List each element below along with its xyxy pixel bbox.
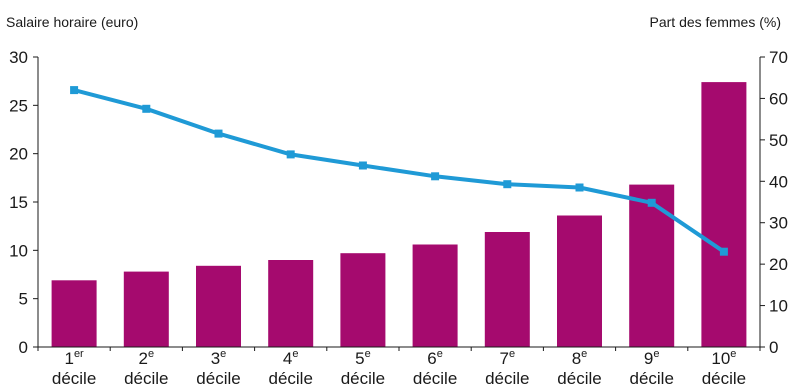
line-point-8 — [575, 183, 584, 192]
category-label-8: 8e — [572, 348, 588, 368]
labels-layer: 0510152025300102030405060701erdécile2edé… — [9, 48, 788, 385]
left-tick-label: 20 — [9, 145, 28, 164]
category-word-5: décile — [341, 369, 385, 385]
category-label-1: 1er — [64, 348, 84, 368]
right-tick-label: 20 — [769, 255, 788, 274]
category-word-3: décile — [196, 369, 240, 385]
right-tick-label: 70 — [769, 48, 788, 67]
bar-7 — [484, 232, 530, 347]
line-point-9 — [647, 198, 656, 207]
category-word-1: décile — [52, 369, 96, 385]
category-label-6: 6e — [427, 348, 443, 368]
left-tick-label: 25 — [9, 96, 28, 115]
line-point-4 — [286, 150, 295, 159]
line-point-3 — [214, 129, 223, 138]
left-tick-label: 5 — [19, 290, 28, 309]
category-word-9: décile — [629, 369, 673, 385]
left-tick-label: 10 — [9, 241, 28, 260]
left-tick-label: 30 — [9, 48, 28, 67]
right-tick-label: 10 — [769, 297, 788, 316]
bar-9 — [629, 184, 675, 347]
left-tick-label: 0 — [19, 338, 28, 357]
category-label-9: 9e — [644, 348, 660, 368]
category-label-2: 2e — [139, 348, 155, 368]
right-tick-label: 0 — [769, 338, 778, 357]
category-label-10: 10e — [711, 348, 736, 368]
line-point-5 — [358, 161, 367, 170]
line-point-1 — [70, 86, 79, 95]
bar-4 — [268, 260, 314, 347]
bar-10 — [701, 82, 747, 347]
category-label-3: 3e — [211, 348, 227, 368]
category-label-7: 7e — [500, 348, 516, 368]
axes-layer — [33, 56, 765, 351]
women-share-line — [72, 88, 726, 254]
line-point-2 — [142, 104, 151, 113]
line-point-7 — [503, 180, 512, 189]
bar-1 — [51, 280, 97, 347]
category-label-5: 5e — [355, 348, 371, 368]
bar-5 — [340, 253, 386, 347]
category-word-7: décile — [485, 369, 529, 385]
line-point-10 — [719, 247, 728, 256]
line-layer — [70, 86, 728, 256]
left-axis-title: Salaire horaire (euro) — [6, 14, 138, 30]
bar-2 — [123, 271, 169, 347]
bars-layer — [51, 82, 747, 347]
right-tick-label: 40 — [769, 172, 788, 191]
category-label-4: 4e — [283, 348, 299, 368]
right-axis-title: Part des femmes (%) — [650, 14, 781, 30]
left-tick-label: 15 — [9, 193, 28, 212]
line-point-6 — [431, 172, 440, 181]
bar-3 — [196, 265, 241, 347]
category-word-8: décile — [557, 369, 601, 385]
right-tick-label: 30 — [769, 214, 788, 233]
bar-8 — [557, 215, 602, 347]
category-word-6: décile — [413, 369, 457, 385]
category-word-2: décile — [124, 369, 168, 385]
bar-6 — [412, 244, 458, 347]
category-word-4: décile — [268, 369, 312, 385]
category-word-10: décile — [702, 369, 746, 385]
right-tick-label: 50 — [769, 131, 788, 150]
right-tick-label: 60 — [769, 89, 788, 108]
